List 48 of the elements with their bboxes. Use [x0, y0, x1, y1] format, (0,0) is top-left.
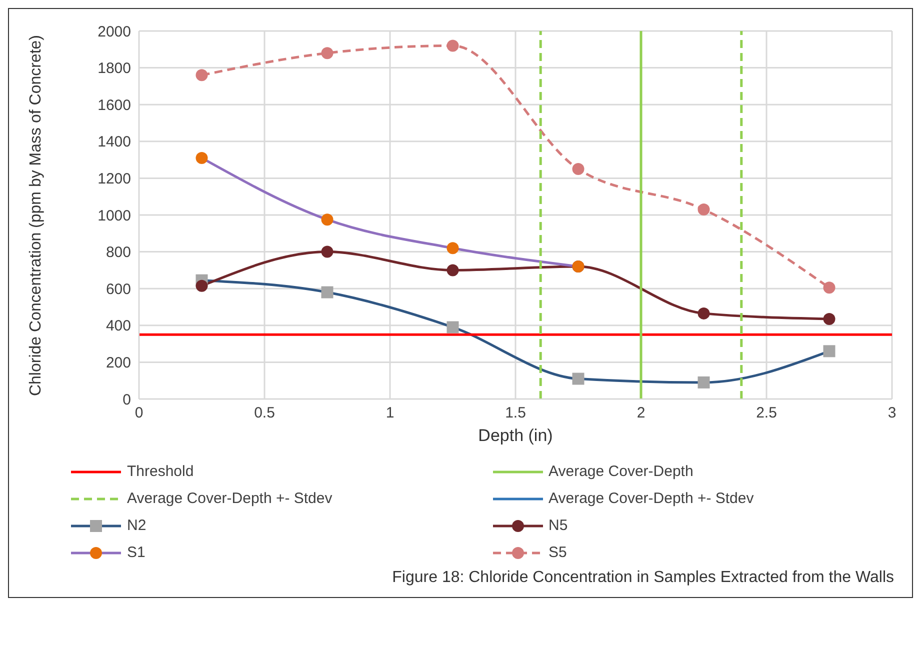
point — [446, 242, 459, 254]
point — [698, 376, 710, 388]
point — [196, 152, 208, 164]
point — [823, 345, 836, 358]
y-tick-label: 1400 — [98, 134, 131, 151]
legend-label: S1 — [127, 544, 146, 561]
legend-label: N5 — [548, 517, 568, 534]
y-tick-label: 1800 — [98, 60, 131, 78]
caption: Figure 18: Chloride Concentration in Samples Extracted from the Walls — [391, 568, 895, 588]
legend-label: Threshold — [127, 463, 194, 480]
point — [196, 69, 208, 82]
y-tick-label: 200 — [106, 354, 131, 372]
x-tick-label: 3 — [888, 404, 896, 422]
x-tick-label: 1.5 — [505, 404, 526, 422]
point — [321, 214, 334, 226]
y-tick-label: 2000 — [98, 23, 131, 40]
y-tick-label: 800 — [106, 244, 131, 262]
point — [196, 280, 208, 292]
x-tick-label: 2.5 — [756, 404, 777, 422]
x-tick-label: 0.5 — [254, 404, 275, 422]
x-axis-title: Depth (in) — [478, 426, 553, 445]
point — [446, 40, 459, 52]
y-tick-label: 1000 — [98, 207, 131, 224]
point — [698, 307, 710, 320]
legend-label: S5 — [548, 544, 567, 561]
point — [446, 321, 459, 334]
y-tick-label: 0 — [122, 391, 131, 408]
x-tick-label: 1 — [386, 404, 394, 422]
legend-label: Average Cover-Depth +- Stdev — [127, 490, 332, 507]
y-tick-label: 400 — [106, 318, 131, 335]
x-tick-label: 2 — [636, 404, 646, 422]
point — [446, 264, 459, 276]
y-axis-title: Chloride Concentration (ppm by Mass of Concrete) — [26, 33, 46, 398]
point — [321, 47, 334, 60]
point — [823, 312, 836, 325]
point — [321, 286, 334, 298]
legend-label: Average Cover-Depth — [548, 463, 694, 480]
y-tick-label: 600 — [106, 280, 131, 298]
legend-label: N2 — [127, 517, 146, 534]
y-tick-label: 1200 — [98, 170, 131, 188]
point — [823, 282, 836, 294]
legend-label: Average Cover-Depth +- Stdev — [548, 490, 754, 507]
x-tick-label: 0 — [134, 404, 144, 422]
point — [572, 163, 584, 175]
point — [572, 372, 584, 385]
y-tick-label: 1600 — [98, 96, 131, 114]
point — [698, 203, 710, 216]
point — [321, 246, 334, 258]
